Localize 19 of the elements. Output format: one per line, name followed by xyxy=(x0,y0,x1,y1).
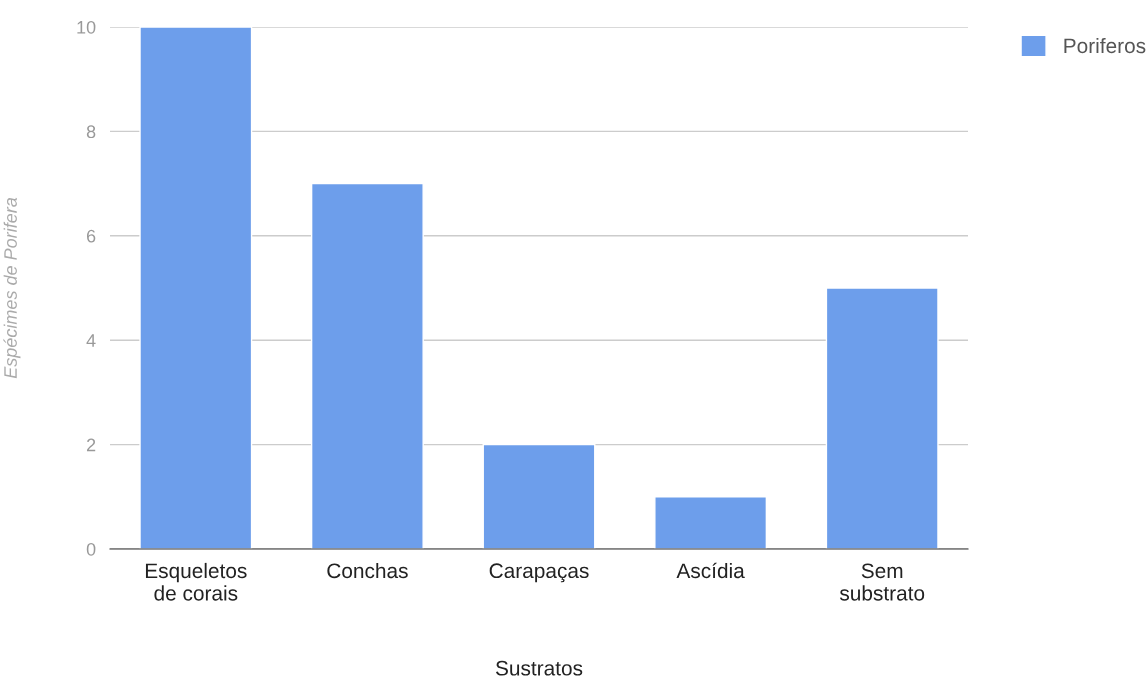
y-tick-label: 10 xyxy=(77,20,96,34)
x-tick-label: Esqueletos de corais xyxy=(145,562,247,601)
x-tick-label: Ascídia xyxy=(676,562,745,579)
y-tick-label: 6 xyxy=(86,229,96,243)
bar xyxy=(825,287,939,549)
y-tick-label: 0 xyxy=(86,542,96,556)
x-tick-label: Sem substrato xyxy=(839,563,925,601)
x-tick-label: Carapaças xyxy=(489,563,589,583)
bar xyxy=(654,496,768,549)
bar xyxy=(139,27,253,549)
bar xyxy=(482,443,596,549)
bar xyxy=(310,182,424,549)
y-axis-title: Espécimes de Porifera xyxy=(3,197,21,379)
x-tick-label: Conchas xyxy=(327,562,408,579)
y-tick-label: 2 xyxy=(86,438,96,452)
x-axis-title: Sustratos xyxy=(495,660,583,676)
legend-label: Poriferos xyxy=(1064,37,1146,54)
y-tick-label: 4 xyxy=(86,334,96,347)
y-tick-label: 8 xyxy=(86,125,96,139)
